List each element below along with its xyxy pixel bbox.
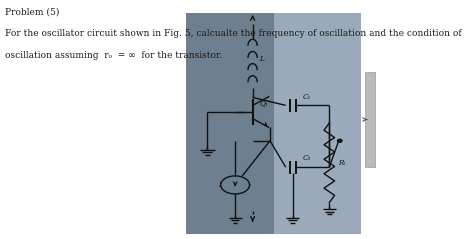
Text: oscillation assuming  rₒ  = ∞  for the transistor.: oscillation assuming rₒ = ∞ for the tran… [5,51,222,60]
Bar [365,72,374,167]
Text: I: I [219,181,221,189]
Text: Problem (5): Problem (5) [5,8,60,17]
Text: Rₗ: Rₗ [338,159,345,167]
Bar [186,13,273,234]
Text: For the oscillator circuit shown in Fig. 5, calcualte the frequency of oscillati: For the oscillator circuit shown in Fig.… [5,29,462,38]
Bar [273,13,361,234]
Text: L: L [260,55,264,63]
Text: Q₁: Q₁ [260,99,268,107]
Text: C₂: C₂ [303,154,311,163]
Text: C₁: C₁ [303,92,311,101]
Circle shape [337,139,342,142]
